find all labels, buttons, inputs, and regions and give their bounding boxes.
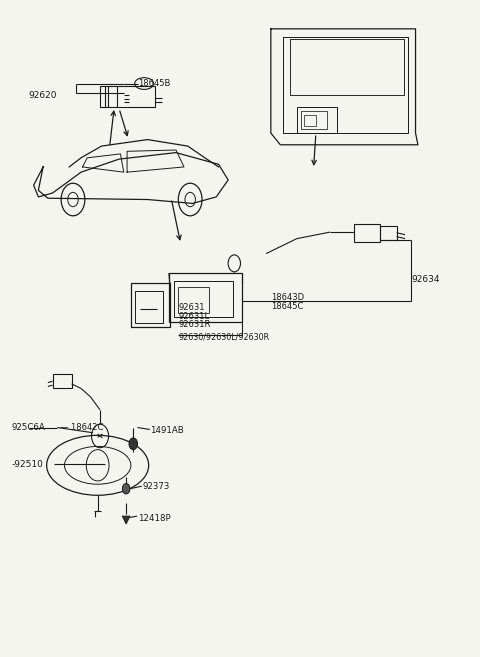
Bar: [169, 273, 242, 322]
Text: 92634: 92634: [412, 275, 440, 284]
Bar: [100, 86, 155, 107]
Text: 92631L: 92631L: [179, 311, 209, 321]
Bar: [304, 116, 316, 126]
Text: 92373: 92373: [143, 482, 170, 491]
Text: 18645B: 18645B: [138, 79, 171, 88]
Polygon shape: [122, 516, 130, 524]
Circle shape: [129, 438, 138, 449]
Text: 92631R: 92631R: [179, 320, 211, 329]
Bar: [131, 283, 170, 327]
Text: 1491AB: 1491AB: [150, 426, 184, 436]
Bar: [297, 107, 337, 133]
Bar: [53, 374, 72, 388]
Bar: [135, 290, 163, 323]
Text: 92620: 92620: [29, 91, 58, 100]
Bar: [354, 223, 380, 242]
Text: — 18642C: — 18642C: [60, 423, 103, 432]
Text: 925C6A: 925C6A: [12, 423, 46, 432]
Bar: [301, 111, 327, 129]
Text: -92510: -92510: [12, 459, 44, 468]
Text: 92630/92630L/92630R: 92630/92630L/92630R: [179, 332, 269, 342]
Bar: [179, 287, 209, 313]
Text: 12418P: 12418P: [138, 514, 170, 523]
Bar: [174, 281, 233, 317]
Bar: [380, 225, 396, 240]
Text: 92631: 92631: [179, 303, 205, 312]
Circle shape: [122, 484, 130, 494]
Text: 18645C: 18645C: [271, 302, 303, 311]
Text: 18643D: 18643D: [271, 293, 304, 302]
